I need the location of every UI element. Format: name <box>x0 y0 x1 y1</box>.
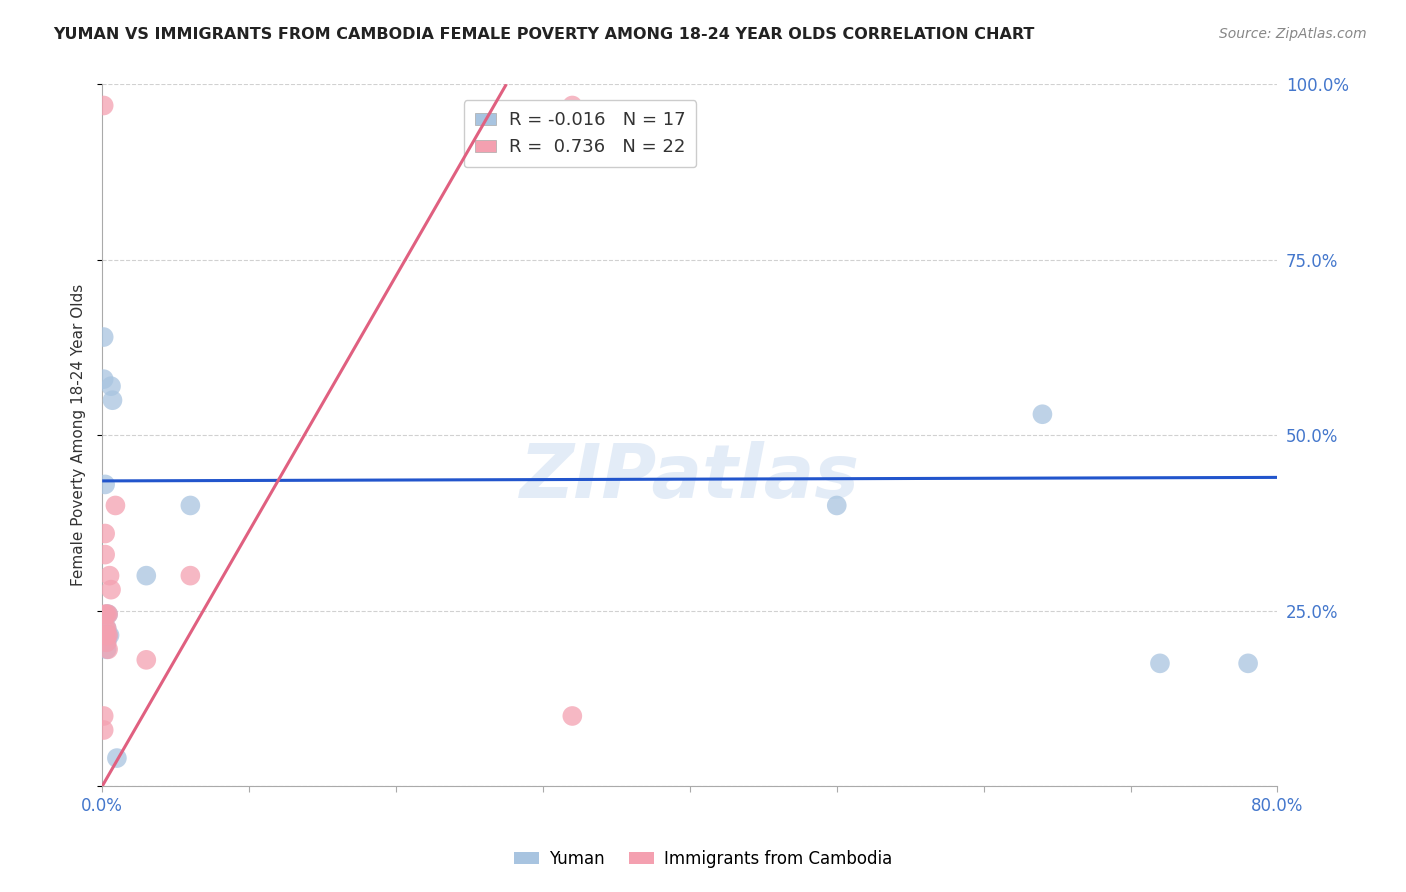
Point <box>98 568 121 582</box>
Point <box>97 607 120 622</box>
Point <box>96 642 118 657</box>
Point <box>94 526 117 541</box>
Point <box>561 98 583 112</box>
Point <box>105 751 128 765</box>
Point <box>561 709 583 723</box>
Point <box>93 709 115 723</box>
Point <box>97 607 120 622</box>
Point <box>825 499 848 513</box>
Text: ZIPatlas: ZIPatlas <box>520 441 860 514</box>
Point <box>98 628 121 642</box>
Text: YUMAN VS IMMIGRANTS FROM CAMBODIA FEMALE POVERTY AMONG 18-24 YEAR OLDS CORRELATI: YUMAN VS IMMIGRANTS FROM CAMBODIA FEMALE… <box>53 27 1035 42</box>
Point <box>96 635 118 649</box>
Point <box>179 568 201 582</box>
Point <box>96 635 118 649</box>
Point <box>101 393 124 408</box>
Point <box>100 582 122 597</box>
Point <box>96 628 118 642</box>
Point <box>100 379 122 393</box>
Point <box>97 642 120 657</box>
Point <box>97 628 120 642</box>
Point <box>96 607 118 622</box>
Point <box>94 477 117 491</box>
Point <box>96 621 118 635</box>
Point <box>179 499 201 513</box>
Point <box>94 621 117 635</box>
Point <box>93 330 115 344</box>
Point <box>96 621 118 635</box>
Point <box>1237 657 1260 671</box>
Point <box>94 628 117 642</box>
Legend: Yuman, Immigrants from Cambodia: Yuman, Immigrants from Cambodia <box>508 844 898 875</box>
Point <box>1149 657 1171 671</box>
Point <box>93 372 115 386</box>
Point <box>96 607 118 622</box>
Point <box>97 628 120 642</box>
Point <box>104 499 127 513</box>
Point <box>135 568 157 582</box>
Point <box>96 628 118 642</box>
Legend: R = -0.016   N = 17, R =  0.736   N = 22: R = -0.016 N = 17, R = 0.736 N = 22 <box>464 101 696 167</box>
Point <box>135 653 157 667</box>
Point <box>1031 407 1053 421</box>
Point <box>94 607 117 622</box>
Point <box>94 548 117 562</box>
Point <box>93 723 115 737</box>
Text: Source: ZipAtlas.com: Source: ZipAtlas.com <box>1219 27 1367 41</box>
Point <box>93 98 115 112</box>
Y-axis label: Female Poverty Among 18-24 Year Olds: Female Poverty Among 18-24 Year Olds <box>72 285 86 586</box>
